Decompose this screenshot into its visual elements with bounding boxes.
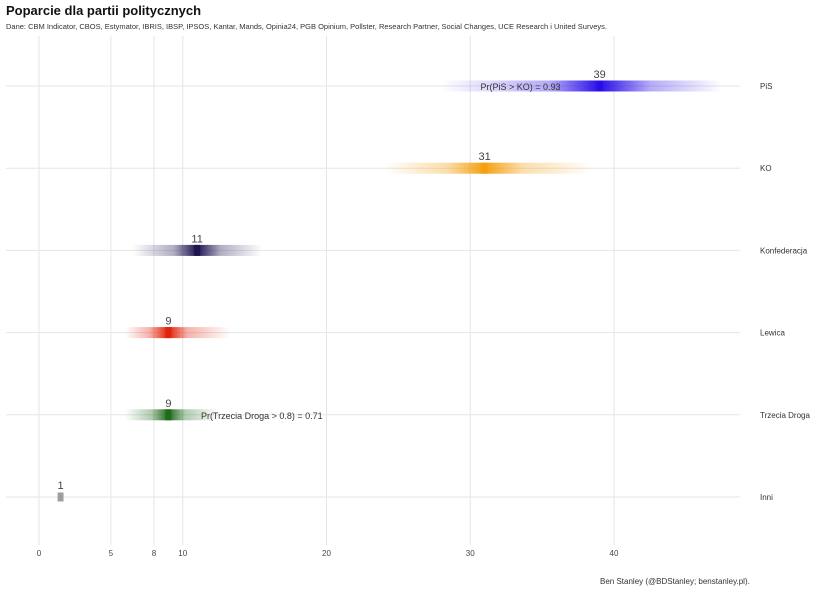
y-tick-label-inni: Inni: [760, 493, 773, 502]
interval-bar-lewica: [125, 327, 231, 339]
x-tick-label-40: 40: [610, 549, 619, 558]
interval-bar-ko: [384, 162, 593, 174]
estimate-mark-pis: [596, 80, 603, 92]
estimate-mark-trzecia-droga: [165, 409, 172, 421]
x-tick-label-30: 30: [466, 549, 475, 558]
chart-caption: Ben Stanley (@BDStanley; benstanley.pl).: [600, 577, 750, 586]
x-tick-label-20: 20: [322, 549, 331, 558]
x-tick-label-5: 5: [109, 549, 114, 558]
value-label-inni: 1: [58, 480, 64, 492]
x-tick-label-10: 10: [178, 549, 187, 558]
interval-bar-trzecia-droga: [125, 409, 219, 421]
value-label-trzecia-droga: 9: [165, 398, 171, 410]
value-label-konfederacja: 11: [191, 233, 202, 245]
chart-title: Poparcie dla partii politycznych: [6, 3, 202, 18]
value-label-pis: 39: [594, 69, 606, 81]
x-tick-label-0: 0: [37, 549, 42, 558]
annotation-pis: Pr(PiS > KO) = 0.93: [481, 82, 561, 92]
y-tick-label-trzecia-droga: Trzecia Droga: [760, 411, 810, 420]
y-tick-label-ko: KO: [760, 164, 772, 173]
interval-bar-pis: [441, 80, 722, 92]
chart-subtitle: Dane: CBM Indicator, CBOS, Estymator, IB…: [6, 22, 607, 31]
estimate-mark-konfederacja: [194, 244, 201, 256]
estimate-mark-ko: [481, 162, 488, 174]
x-tick-label-8: 8: [152, 549, 157, 558]
estimate-mark-lewica: [165, 327, 172, 339]
estimate-mark-inni: [57, 492, 64, 502]
value-label-ko: 31: [479, 151, 491, 163]
value-label-lewica: 9: [165, 316, 171, 328]
y-tick-label-pis: PiS: [760, 82, 772, 91]
y-tick-label-lewica: Lewica: [760, 329, 785, 338]
annotation-trzecia-droga: Pr(Trzecia Droga > 0.8) = 0.71: [201, 411, 323, 421]
y-tick-label-konfederacja: Konfederacja: [760, 246, 808, 255]
